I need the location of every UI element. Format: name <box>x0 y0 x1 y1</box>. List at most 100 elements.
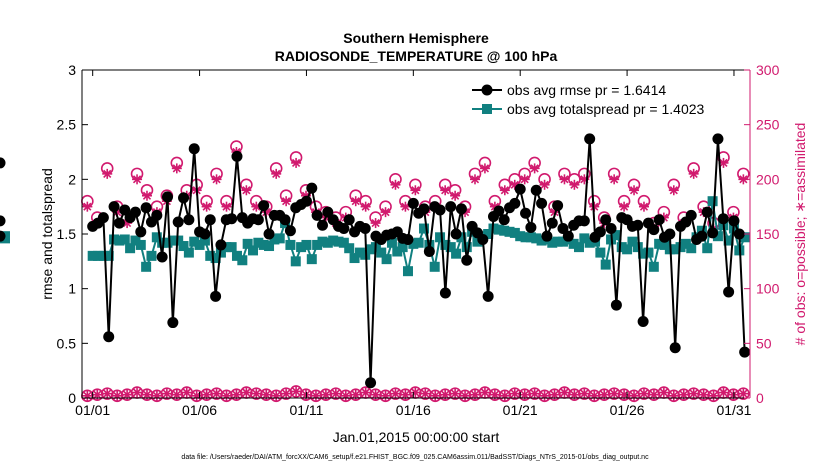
rmse-point <box>402 233 414 245</box>
rmse-point <box>407 197 419 209</box>
rmse-point <box>359 223 371 235</box>
totalspread-point <box>648 261 659 272</box>
rmse-point <box>204 214 216 226</box>
obs-assimilated-point <box>271 390 282 401</box>
totalspread-point <box>499 225 510 236</box>
rmse-point <box>316 219 328 231</box>
obs-assimilated-point <box>539 179 550 190</box>
legend-spread-marker <box>482 104 492 114</box>
totalspread-point <box>451 248 462 259</box>
totalspread-point <box>573 242 584 253</box>
axes: 01/01 01/06 01/11 01/16 01/21 01/26 01/31 0 0.5 1… <box>57 62 780 418</box>
totalspread-point <box>199 235 210 246</box>
obs-assimilated-point <box>340 390 351 401</box>
totalspread-point <box>301 239 312 250</box>
totalspread-point <box>194 239 205 250</box>
obs-assimilated-point <box>350 389 361 400</box>
totalspread-point <box>328 235 339 246</box>
chart-title-line1: Southern Hemisphere <box>343 30 489 46</box>
obs-possible-point <box>697 388 710 402</box>
rmse-point <box>338 223 350 235</box>
totalspread-point <box>680 238 691 249</box>
rmse-point <box>0 157 6 169</box>
obs-assimilated-point <box>519 174 530 185</box>
obs-assimilated-point <box>609 388 620 399</box>
rmse-point <box>172 216 184 228</box>
obs-assimilated-point <box>559 174 570 185</box>
obs-assimilated-point <box>400 201 411 212</box>
totalspread-point <box>119 234 130 245</box>
y-tick-left-label: 0.5 <box>57 335 77 351</box>
totalspread-point <box>365 244 376 255</box>
rmse-point <box>530 184 542 196</box>
totalspread-point <box>264 241 275 252</box>
obs-possible-point <box>568 388 581 402</box>
totalspread-point <box>712 231 723 242</box>
totalspread-point <box>557 236 568 247</box>
totalspread-point <box>189 236 200 247</box>
rmse-point <box>728 215 740 227</box>
rmse-point <box>119 204 131 216</box>
obs-assimilated-point <box>539 390 550 401</box>
rmse-point <box>434 204 446 216</box>
chart-title-line2: RADIOSONDE_TEMPERATURE @ 100 hPa <box>275 48 558 64</box>
rmse-point <box>514 183 526 195</box>
totalspread-point <box>429 261 440 272</box>
obs-assimilated-point <box>658 387 669 398</box>
totalspread-point <box>274 233 285 244</box>
totalspread-point <box>611 230 622 241</box>
obs-possible-point <box>518 388 531 402</box>
totalspread-point <box>552 236 563 247</box>
totalspread-point <box>338 237 349 248</box>
obs-possible-point <box>90 388 104 402</box>
obs-possible-point <box>200 388 213 402</box>
totalspread-point <box>622 244 633 255</box>
rmse-point <box>167 317 179 329</box>
totalspread-point <box>87 250 98 261</box>
rmse-point <box>311 209 323 221</box>
rmse-point <box>557 223 569 235</box>
rmse-point <box>156 251 168 263</box>
obs-assimilated-point <box>271 168 282 179</box>
obs-possible-point <box>428 389 442 403</box>
rmse-point <box>477 233 489 245</box>
rmse-point <box>509 197 521 209</box>
y-tick-right-label: 200 <box>756 171 780 187</box>
obs-assimilated-point <box>380 390 391 401</box>
rmse-point <box>279 214 291 226</box>
obs-possible-point <box>637 387 651 400</box>
obs-assimilated-point <box>479 163 490 174</box>
obs-assimilated-point <box>529 163 540 174</box>
rmse-point <box>525 221 537 233</box>
obs-assimilated-point <box>291 386 302 397</box>
obs-possible-point <box>607 387 621 400</box>
rmse-point <box>562 230 574 242</box>
rmse-point <box>520 207 532 219</box>
rmse-point <box>322 206 334 218</box>
x-tick-label: 01/16 <box>396 402 431 418</box>
totalspread-point <box>103 250 114 261</box>
obs-assimilated-point <box>380 207 391 218</box>
totalspread-point <box>520 232 531 243</box>
totalspread-point <box>205 250 216 261</box>
totalspread-point <box>258 239 269 250</box>
totalspread-point <box>312 239 323 250</box>
rmse-point <box>717 213 729 225</box>
obs-assimilated-point <box>619 201 630 212</box>
totalspread-point <box>242 238 253 249</box>
obs-assimilated-point <box>251 388 262 399</box>
obs-possible-point <box>319 388 333 402</box>
totalspread-point <box>237 255 248 266</box>
totalspread-point <box>392 246 403 257</box>
obs-possible-point <box>220 389 233 403</box>
totalspread-point <box>135 239 146 250</box>
obs-assimilated-point <box>151 390 162 401</box>
obs-assimilated-point <box>221 201 232 212</box>
obs-assimilated-point <box>668 185 679 196</box>
rmse-point <box>482 290 494 302</box>
data-file-footer: data file: /Users/raeder/DAI/ATM_forcXX/… <box>181 454 649 461</box>
obs-assimilated-point <box>688 168 699 179</box>
totalspread-point <box>306 254 317 265</box>
totalspread-point <box>157 237 168 248</box>
